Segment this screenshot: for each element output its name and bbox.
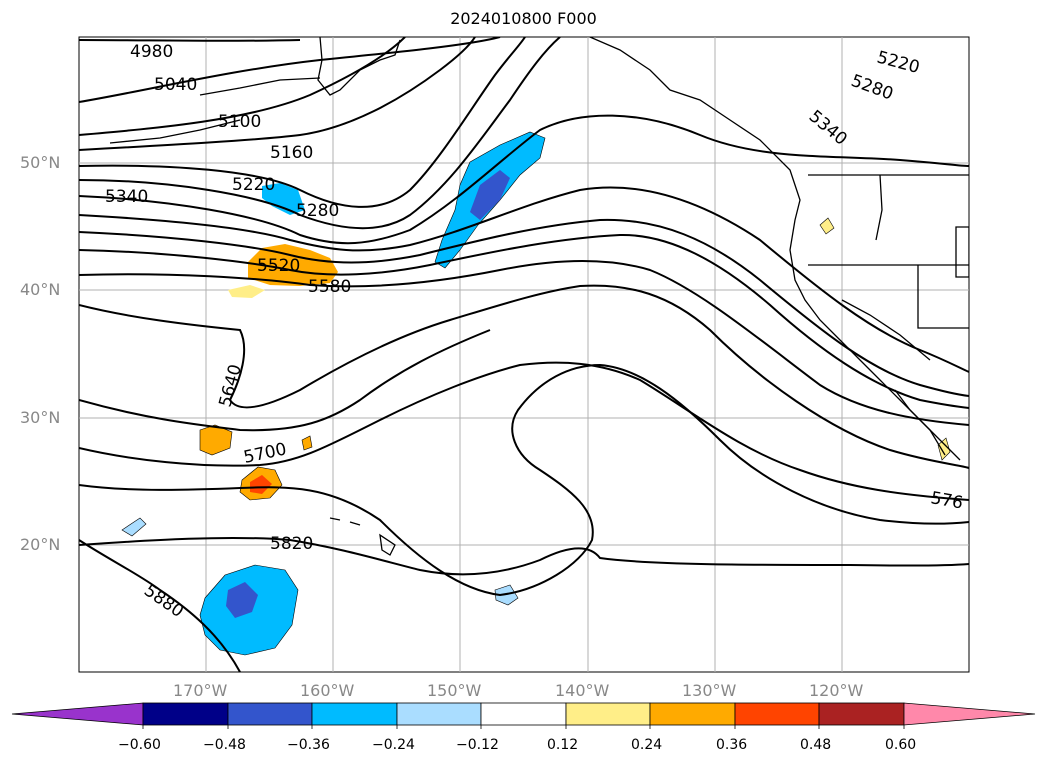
contour-label: 5520 bbox=[257, 256, 300, 276]
colorbar-tick-label: 0.24 bbox=[631, 737, 663, 753]
colorbar-swatch bbox=[818, 702, 905, 726]
colorbar-tick-label: −0.36 bbox=[287, 737, 330, 753]
colorbar-tick-label: 0.48 bbox=[800, 737, 832, 753]
orange-area-1 bbox=[248, 244, 338, 286]
colorbar-high-extend bbox=[903, 702, 1036, 726]
blue-core-south bbox=[226, 582, 258, 618]
map-title: 2024010800 F000 bbox=[450, 9, 597, 28]
contour-label: 5100 bbox=[218, 112, 261, 132]
lon-label: 150°W bbox=[427, 681, 482, 700]
colorbar-tick-label: −0.48 bbox=[203, 737, 246, 753]
orange-area-2 bbox=[199, 424, 233, 456]
coastlines bbox=[109, 37, 969, 556]
colorbar-tick-label: 0.60 bbox=[885, 737, 917, 753]
colorbar-tick-label: −0.24 bbox=[372, 737, 415, 753]
lon-label: 170°W bbox=[173, 681, 228, 700]
contour-label: 5040 bbox=[154, 75, 197, 95]
colorbar-swatch bbox=[565, 702, 651, 726]
colorbar-tick-label: 0.12 bbox=[547, 737, 579, 753]
red-core-3 bbox=[250, 475, 272, 494]
colorbar-swatch bbox=[142, 702, 229, 726]
lon-label: 160°W bbox=[300, 681, 355, 700]
colorbar-swatch bbox=[396, 702, 482, 726]
colorbar-tick-label: −0.12 bbox=[456, 737, 499, 753]
colorbar-swatch bbox=[480, 702, 567, 726]
colorbar-swatch bbox=[227, 702, 313, 726]
contour-label: 4980 bbox=[130, 42, 173, 62]
blue-area-gulf bbox=[262, 183, 305, 215]
lat-label: 40°N bbox=[20, 280, 61, 299]
blue-core-north bbox=[470, 170, 510, 220]
colorbar-swatch bbox=[734, 702, 820, 726]
colorbar-swatch bbox=[311, 702, 398, 726]
lon-label: 120°W bbox=[809, 681, 864, 700]
contour-label: 5280 bbox=[296, 201, 339, 221]
yellow-area-2 bbox=[819, 217, 835, 235]
yellow-area-1 bbox=[228, 285, 265, 298]
lon-label: 130°W bbox=[682, 681, 737, 700]
yellow-area-3 bbox=[937, 437, 951, 461]
colorbar-ticks bbox=[142, 725, 905, 729]
height-contours bbox=[79, 37, 969, 672]
contour-label: 5820 bbox=[270, 534, 313, 554]
shaded-precip-areas bbox=[121, 131, 951, 656]
orange-area-4 bbox=[301, 435, 313, 451]
lightblue-area-1 bbox=[121, 517, 147, 537]
lon-label: 140°W bbox=[555, 681, 610, 700]
colorbar-tick-label: 0.36 bbox=[716, 737, 748, 753]
colorbar-low-extend bbox=[11, 702, 144, 726]
colorbar-tick-label: −0.60 bbox=[118, 737, 161, 753]
lat-label: 30°N bbox=[20, 408, 61, 427]
contour-label: 5340 bbox=[105, 187, 148, 207]
contour-label: 5160 bbox=[270, 143, 313, 163]
lat-label: 50°N bbox=[20, 153, 61, 172]
contour-label: 5220 bbox=[232, 175, 275, 195]
contour-label: 5580 bbox=[308, 277, 351, 297]
colorbar bbox=[11, 702, 1036, 729]
lat-label: 20°N bbox=[20, 535, 61, 554]
colorbar-swatch bbox=[649, 702, 736, 726]
